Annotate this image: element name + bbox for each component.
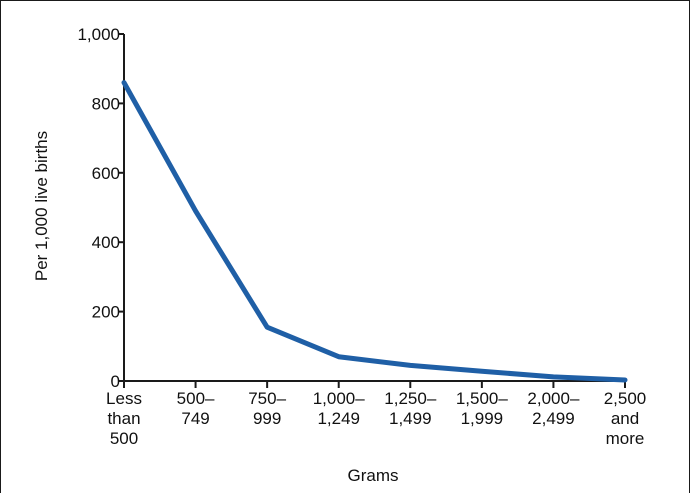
x-tick-label-line: 1,250– [384,389,437,408]
x-tick-label-line: 1,999 [461,409,504,428]
y-tick-label: 1,000 [77,25,120,44]
x-axis: Less than 500 500– 749 750– 999 1,000– 1,249 1,25… [106,380,647,448]
x-tick-label: 1,500– 1,999 [456,389,509,428]
x-tick-label: 2,500 and more [604,389,647,448]
x-tick-label-line: 749 [181,409,209,428]
y-axis: 0 200 400 600 800 1,000 [77,25,125,391]
x-axis-title: Grams [348,466,399,485]
x-tick-label-line: 999 [253,409,281,428]
x-tick-label: 500– 749 [177,389,215,428]
y-tick-label: 800 [92,94,120,113]
series-line [121,80,628,383]
y-axis-title: Per 1,000 live births [32,131,51,281]
x-tick-label-line: 1,000– [313,389,366,408]
x-tick-label: 1,250– 1,499 [384,389,437,428]
x-tick-label-line: 500 [110,429,138,448]
y-tick-label: 400 [92,233,120,252]
x-tick-label-line: 500– [177,389,215,408]
x-tick-label-line: 2,500 [604,389,647,408]
x-tick-label-line: 1,499 [389,409,432,428]
x-tick-label-line: Less [106,389,142,408]
x-tick-label: Less than 500 [106,389,142,448]
x-tick-label-line: 1,249 [317,409,360,428]
y-tick-label: 200 [92,303,120,322]
x-tick-label-line: 2,000– [527,389,580,408]
series-group [121,80,628,383]
y-tick-label: 0 [111,372,120,391]
x-tick-label-line: 750– [248,389,286,408]
x-tick-label-line: than [107,409,140,428]
x-tick-label: 1,000– 1,249 [313,389,366,428]
x-tick-label-line: 1,500– [456,389,509,408]
x-tick-label: 750– 999 [248,389,286,428]
x-tick-label-line: more [606,429,645,448]
x-tick-label: 2,000– 2,499 [527,389,580,428]
y-tick-label: 600 [92,164,120,183]
x-tick-label-line: and [611,409,639,428]
x-tick-label-line: 2,499 [532,409,575,428]
